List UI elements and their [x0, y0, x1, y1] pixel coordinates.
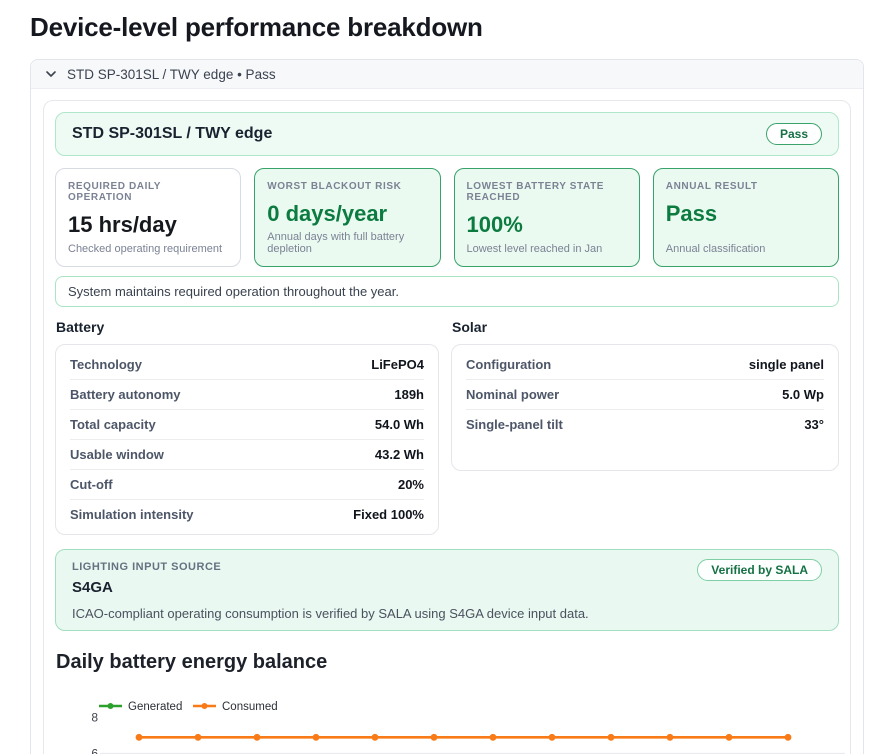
- legend-item-generated[interactable]: Generated: [99, 701, 182, 713]
- metric-label: ANNUAL RESULT: [665, 181, 758, 192]
- metric-required-daily-operation: REQUIRED DAILY OPERATION 15 hrs/day Chec…: [55, 168, 242, 267]
- metric-value: 0 days/year: [267, 201, 388, 226]
- row-label: Battery autonomy: [70, 387, 181, 402]
- metric-sub: Checked operating requirement: [68, 243, 223, 255]
- consumed-legend-marker-icon: [201, 703, 208, 709]
- row-label: Configuration: [466, 357, 552, 372]
- legend-label-consumed: Consumed: [222, 701, 278, 713]
- lighting-label: LIGHTING INPUT SOURCE: [72, 561, 222, 573]
- metric-worst-blackout-risk: WORST BLACKOUT RISK 0 days/year Annual d…: [254, 168, 441, 267]
- row-label: Technology: [70, 357, 142, 372]
- metric-value: 100%: [466, 212, 523, 237]
- metric-sub: Lowest level reached in Jan: [466, 243, 603, 255]
- verified-badge: Verified by SALA: [697, 559, 822, 581]
- page-title: Device-level performance breakdown: [30, 12, 483, 42]
- solar-section-title: Solar: [452, 319, 488, 335]
- table-row: Technology LiFePO4: [70, 350, 424, 380]
- row-label: Single-panel tilt: [466, 417, 563, 432]
- row-value: single panel: [748, 357, 824, 372]
- legend-item-consumed[interactable]: Consumed: [193, 701, 278, 713]
- table-row: Configuration single panel: [466, 350, 824, 380]
- chart-title: Daily battery energy balance: [56, 651, 328, 673]
- row-label: Total capacity: [70, 417, 156, 432]
- battery-section-title: Battery: [56, 319, 105, 335]
- row-value: 43.2 Wh: [374, 447, 424, 462]
- status-badge: Pass: [765, 123, 822, 145]
- metric-label: WORST BLACKOUT RISK: [267, 181, 402, 192]
- generated-legend-marker-icon: [107, 703, 114, 709]
- row-value: 189h: [394, 387, 424, 402]
- row-value: 20%: [397, 477, 424, 492]
- metric-cards: REQUIRED DAILY OPERATION 15 hrs/day Chec…: [55, 168, 839, 267]
- row-value: Fixed 100%: [353, 507, 424, 522]
- metric-lowest-battery-state: LOWEST BATTERY STATE REACHED 100% Lowest…: [453, 168, 640, 267]
- row-label: Cut-off: [70, 477, 113, 492]
- row-label: Simulation intensity: [70, 507, 194, 522]
- legend-label-generated: Generated: [128, 701, 182, 713]
- metric-label: LOWEST BATTERY STATE REACHED: [466, 181, 605, 203]
- table-row: Total capacity 54.0 Wh: [70, 410, 424, 440]
- y-tick-8: 8: [91, 711, 98, 725]
- device-expander: STD SP-301SL / TWY edge • Pass STD SP-30…: [30, 59, 864, 754]
- row-value: LiFePO4: [371, 357, 424, 372]
- device-expander-header[interactable]: STD SP-301SL / TWY edge • Pass: [31, 60, 863, 89]
- chart-series-layer: [135, 733, 792, 741]
- table-row: Nominal power 5.0 Wp: [466, 380, 824, 410]
- table-row: Cut-off 20%: [70, 470, 424, 500]
- chevron-down-icon: [45, 68, 57, 80]
- metric-label: REQUIRED DAILY OPERATION: [68, 181, 161, 203]
- metric-annual-result: ANNUAL RESULT Pass Annual classification: [652, 168, 839, 267]
- chart-canvas: 8 6 Generated Consumed: [91, 701, 845, 754]
- energy-balance-chart: 8 6 Generated Consumed: [55, 684, 845, 754]
- metric-value: 15 hrs/day: [68, 212, 177, 237]
- lighting-description: ICAO-compliant operating consumption is …: [72, 606, 589, 621]
- device-header: STD SP-301SL / TWY edge Pass: [55, 112, 839, 156]
- row-value: 54.0 Wh: [374, 417, 424, 432]
- spec-columns: Battery Technology LiFePO4 Battery auton…: [55, 319, 839, 535]
- row-value: 5.0 Wp: [782, 387, 824, 402]
- device-report-card: STD SP-301SL / TWY edge Pass REQUIRED DA…: [43, 100, 851, 754]
- metric-sub: Annual days with full battery depletion: [267, 231, 405, 255]
- table-row: Single-panel tilt 33°: [466, 410, 824, 439]
- lighting-input-source-card: LIGHTING INPUT SOURCE S4GA ICAO-complian…: [55, 549, 839, 631]
- table-row: Battery autonomy 189h: [70, 380, 424, 410]
- metric-sub: Annual classification: [665, 243, 766, 255]
- metric-value: Pass: [665, 201, 718, 226]
- row-label: Nominal power: [466, 387, 560, 402]
- lighting-source-name: S4GA: [72, 579, 113, 596]
- system-note: System maintains required operation thro…: [55, 276, 839, 307]
- table-row: Simulation intensity Fixed 100%: [70, 500, 424, 529]
- table-row: Usable window 43.2 Wh: [70, 440, 424, 470]
- row-value: 33°: [804, 417, 824, 432]
- battery-column: Battery Technology LiFePO4 Battery auton…: [55, 319, 439, 535]
- battery-table: Technology LiFePO4 Battery autonomy 189h…: [55, 344, 439, 535]
- device-expander-body: STD SP-301SL / TWY edge Pass REQUIRED DA…: [31, 89, 863, 754]
- solar-column: Solar Configuration single panel Nominal…: [451, 319, 839, 535]
- row-label: Usable window: [70, 447, 164, 462]
- y-tick-6: 6: [91, 747, 98, 754]
- device-name: STD SP-301SL / TWY edge: [72, 125, 273, 142]
- solar-table: Configuration single panel Nominal power…: [451, 344, 839, 471]
- device-expander-summary: STD SP-301SL / TWY edge • Pass: [67, 66, 276, 82]
